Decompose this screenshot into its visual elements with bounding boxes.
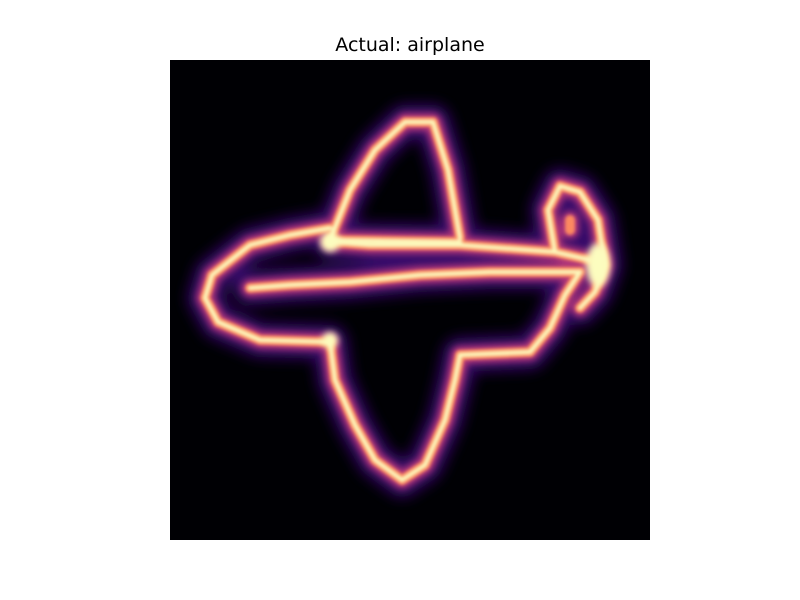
hot-spots	[320, 232, 610, 348]
figure-title: Actual: airplane	[335, 34, 485, 56]
core-layer	[202, 119, 608, 483]
image-plot	[170, 60, 650, 540]
airplane-heatmap-image	[170, 60, 650, 540]
airplane-glow-layers	[188, 105, 622, 497]
